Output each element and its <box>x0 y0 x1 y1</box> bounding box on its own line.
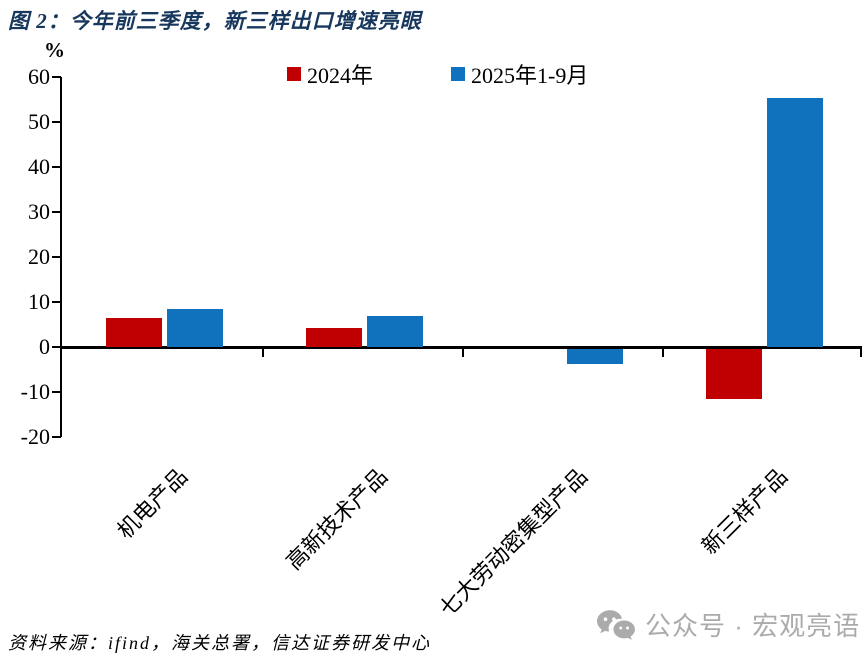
y-axis-tick <box>52 256 61 258</box>
legend-label: 2025年1-9月 <box>471 63 589 88</box>
y-tick-label: 0 <box>39 334 50 359</box>
y-tick-label: 60 <box>28 64 50 89</box>
legend-item-0: 2024年 <box>287 58 373 90</box>
y-tick-label: -20 <box>20 424 50 449</box>
y-axis-tick <box>52 301 61 303</box>
x-axis-tick <box>262 349 264 357</box>
zero-line <box>62 346 862 349</box>
legend-item-1: 2025年1-9月 <box>451 58 588 90</box>
watermark: 公众号 · 宏观亮语 <box>596 606 860 643</box>
y-axis-tick <box>52 121 61 123</box>
x-axis-label: 机电产品 <box>112 463 193 544</box>
bar <box>167 309 223 347</box>
x-axis-label: 七大劳动密集型产品 <box>434 463 593 622</box>
y-axis-tick <box>52 436 61 438</box>
y-tick-label: 10 <box>28 289 50 314</box>
y-tick-label: 50 <box>28 109 50 134</box>
y-tick-label: 20 <box>28 244 50 269</box>
legend-swatch-icon <box>451 67 466 81</box>
y-tick-label: 40 <box>28 154 50 179</box>
y-axis-tick <box>52 76 61 78</box>
legend: 2024年 2025年1-9月 <box>287 58 588 90</box>
legend-label: 2024年 <box>307 63 374 88</box>
x-axis-label: 新三样产品 <box>696 463 793 560</box>
bar <box>106 318 162 347</box>
wechat-icon <box>596 609 636 641</box>
x-axis-tick <box>462 349 464 357</box>
y-tick-label: 30 <box>28 199 50 224</box>
y-axis-tick <box>52 346 61 348</box>
y-axis-unit-label: % <box>44 38 65 62</box>
y-tick-label: -10 <box>20 379 50 404</box>
bar <box>767 97 823 347</box>
chart-title: 图 2：今年前三季度，新三样出口增速亮眼 <box>8 9 422 33</box>
bar <box>306 328 362 347</box>
bar <box>706 349 762 400</box>
y-axis-tick <box>52 391 61 393</box>
x-axis-tick <box>860 349 862 357</box>
y-axis-tick <box>52 211 61 213</box>
watermark-text: 公众号 · 宏观亮语 <box>645 611 861 641</box>
x-axis-tick <box>662 349 664 357</box>
y-axis-tick <box>52 166 61 168</box>
source-note: 资料来源：ifind，海关总署，信达证券研发中心 <box>8 633 432 653</box>
y-axis-line <box>60 77 62 437</box>
bar <box>567 349 623 365</box>
bar <box>367 316 423 347</box>
legend-swatch-icon <box>287 67 301 81</box>
x-axis-label: 高新技术产品 <box>281 463 393 575</box>
